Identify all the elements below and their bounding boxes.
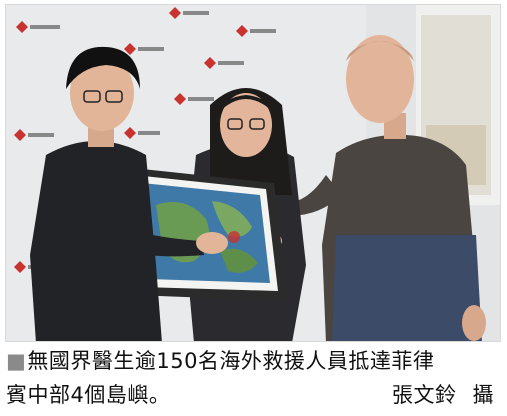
photo-illustration — [6, 5, 500, 341]
credit-role: 攝 — [472, 383, 494, 407]
caption-marker: ■ — [6, 349, 27, 373]
photographer-name: 張文鈴 — [392, 383, 457, 407]
photo-credit: 張文鈴攝 — [392, 378, 494, 412]
caption-text-2: 賓中部4個島嶼。 — [6, 383, 171, 407]
wall-logos — [14, 7, 276, 273]
caption-text-1: 無國界醫生逾150名海外救援人員抵達菲律 — [27, 349, 435, 373]
caption-line-2: 賓中部4個島嶼。 張文鈴攝 — [6, 378, 502, 412]
caption-line-1: ■無國界醫生逾150名海外救援人員抵達菲律 — [6, 344, 502, 378]
person-right — [258, 35, 486, 341]
news-photo — [5, 4, 501, 342]
person-left — [30, 46, 228, 341]
photo-caption: ■無國界醫生逾150名海外救援人員抵達菲律 賓中部4個島嶼。 張文鈴攝 — [6, 344, 502, 412]
